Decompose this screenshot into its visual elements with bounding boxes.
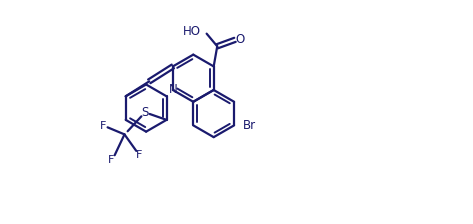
Text: N: N — [168, 84, 177, 97]
Text: F: F — [136, 150, 142, 160]
Text: O: O — [236, 33, 245, 46]
Text: F: F — [107, 155, 114, 165]
Text: HO: HO — [183, 25, 201, 38]
Text: F: F — [100, 121, 106, 131]
Text: S: S — [141, 106, 149, 119]
Text: Br: Br — [243, 119, 256, 132]
